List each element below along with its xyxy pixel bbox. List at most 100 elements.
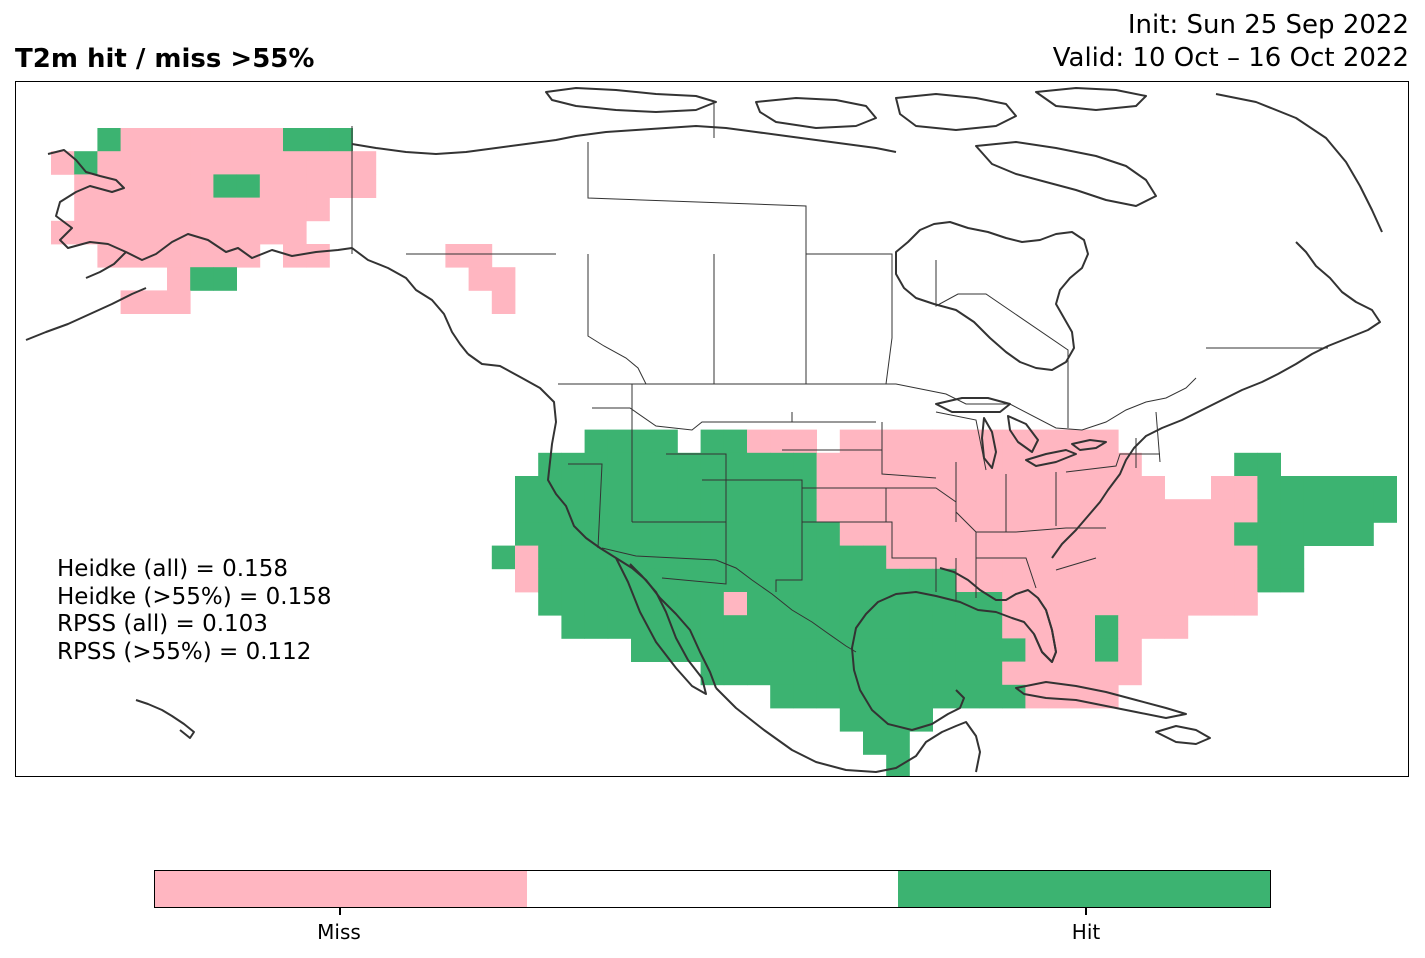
miss-cell — [1095, 592, 1119, 616]
miss-cell — [97, 197, 121, 222]
miss-cell — [1002, 522, 1026, 546]
miss-cell — [909, 522, 933, 546]
miss-cell — [886, 545, 910, 570]
hit-cell — [561, 615, 585, 639]
hit-cell — [538, 545, 562, 570]
hit-cell — [863, 708, 887, 732]
hit-cell — [770, 568, 794, 593]
miss-cell — [1025, 638, 1049, 662]
miss-cell — [1164, 522, 1189, 546]
miss-cell — [1071, 499, 1096, 523]
hit-cell — [839, 568, 864, 593]
miss-cell — [306, 244, 330, 268]
hit-cell — [886, 592, 910, 616]
miss-cell — [236, 197, 261, 222]
miss-cell — [468, 244, 493, 268]
hit-cell — [1257, 522, 1281, 546]
hit-cell — [213, 174, 237, 198]
miss-cell — [1118, 499, 1142, 523]
lake-superior — [935, 397, 1011, 413]
hit-cell — [584, 452, 609, 477]
miss-cell — [97, 151, 121, 175]
miss-cell — [1095, 545, 1119, 570]
hit-cell — [747, 545, 771, 570]
hit-cell — [723, 545, 748, 570]
miss-cell — [1234, 592, 1258, 616]
state-border — [1155, 411, 1161, 463]
miss-cell — [283, 220, 307, 245]
arctic-island — [895, 93, 1017, 131]
hit-cell — [770, 545, 794, 570]
hit-cell — [584, 522, 609, 546]
miss-cell — [1164, 592, 1189, 616]
miss-cell — [1071, 615, 1096, 639]
miss-cell — [1234, 476, 1258, 500]
miss-cell — [213, 197, 237, 222]
miss-cell — [1002, 429, 1026, 454]
lake-huron — [1007, 415, 1039, 453]
hit-cell — [816, 661, 841, 686]
miss-cell — [839, 452, 864, 477]
hit-cell — [770, 638, 794, 662]
miss-cell — [1164, 615, 1189, 639]
map-canvas — [25, 87, 1397, 776]
colorbar-hit-segment — [898, 871, 1271, 907]
miss-cell — [839, 429, 864, 454]
colorbar-label-hit: Hit — [1071, 920, 1101, 944]
miss-cell — [1141, 568, 1165, 593]
hit-cell — [863, 661, 887, 686]
miss-cell — [1002, 499, 1026, 523]
miss-cell — [909, 499, 933, 523]
greenland-coast — [1215, 93, 1383, 233]
hit-cell — [607, 522, 632, 546]
miss-cell — [167, 174, 191, 198]
miss-cell — [143, 220, 168, 245]
lake-ontario — [1071, 439, 1107, 451]
province-border — [587, 142, 807, 384]
hit-cell — [700, 499, 725, 523]
miss-cell — [1164, 568, 1189, 593]
aleutian-coast — [25, 287, 147, 341]
hit-cell — [839, 661, 864, 686]
miss-cell — [236, 151, 261, 175]
hit-cell — [74, 151, 98, 175]
miss-cell — [1048, 499, 1073, 523]
miss-cell — [1071, 638, 1096, 662]
miss-cell — [1118, 638, 1142, 662]
hit-cell — [1002, 684, 1026, 709]
miss-cell — [120, 128, 145, 152]
heidke-all-score: Heidke (all) = 0.158 — [57, 556, 288, 582]
map-title: T2m hit / miss >55% — [15, 44, 315, 74]
colorbar-label-miss: Miss — [317, 920, 361, 944]
miss-cell — [120, 151, 145, 175]
hit-cell — [723, 638, 748, 662]
hit-cell — [723, 568, 748, 593]
hit-cell — [1257, 476, 1281, 500]
miss-cell — [1234, 499, 1258, 523]
colorbar-tick-miss — [339, 908, 341, 915]
lake-michigan — [981, 417, 997, 469]
miss-cell — [1002, 661, 1026, 686]
miss-cell — [1048, 684, 1073, 709]
miss-cell — [1211, 476, 1235, 500]
state-border — [802, 521, 937, 592]
arctic-coast — [351, 125, 897, 155]
hit-cell — [538, 568, 562, 593]
miss-cell — [770, 429, 794, 454]
hit-cell — [1234, 522, 1258, 546]
state-border — [632, 453, 727, 523]
hit-cell — [561, 499, 585, 523]
miss-cell — [120, 220, 145, 245]
hit-cell — [909, 592, 933, 616]
arctic-island — [545, 87, 717, 113]
hit-cell — [306, 128, 330, 152]
hit-cell — [213, 267, 237, 291]
miss-cell — [955, 499, 980, 523]
miss-cell — [1141, 545, 1165, 570]
hit-cell — [677, 476, 701, 500]
hit-cell — [1327, 476, 1351, 500]
hit-cell — [584, 615, 609, 639]
miss-cell — [306, 151, 330, 175]
miss-cell — [190, 174, 214, 198]
hispaniola-coast — [1155, 725, 1211, 745]
